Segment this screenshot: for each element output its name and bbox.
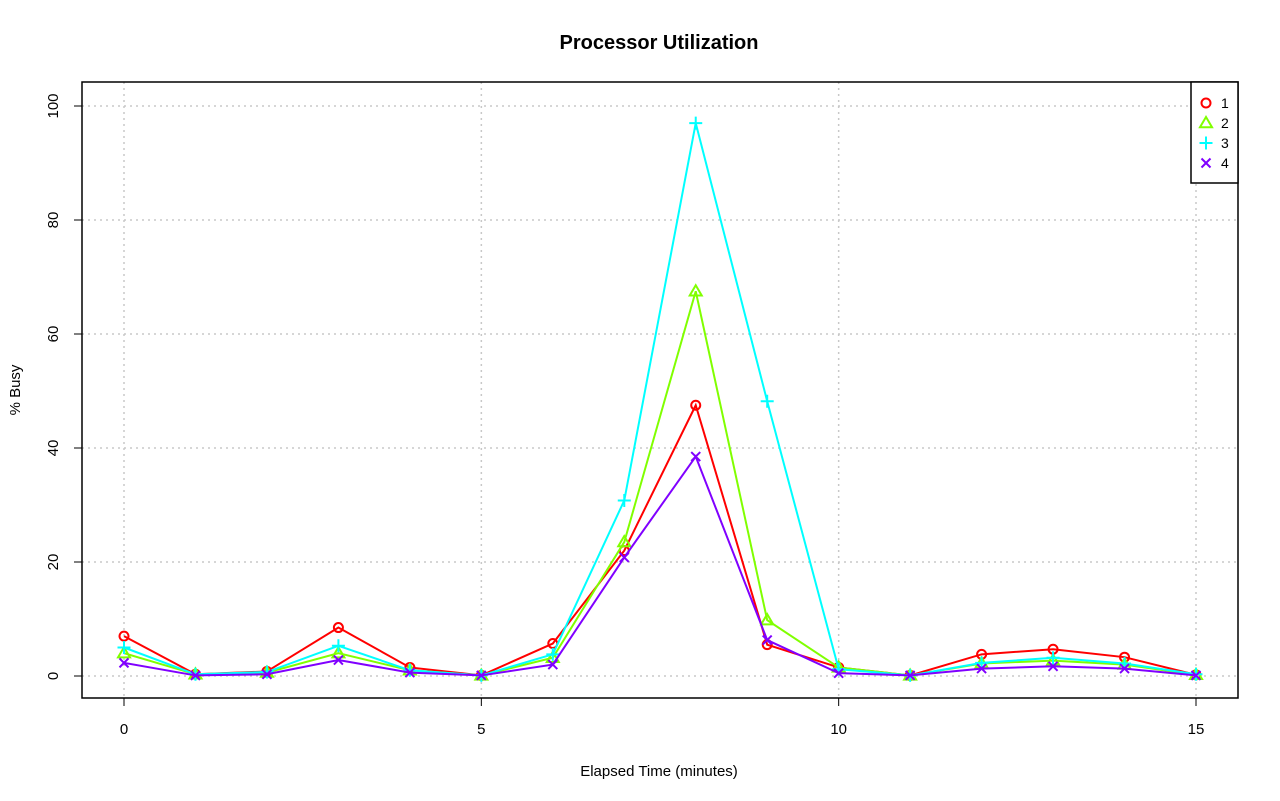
data-point (403, 663, 417, 677)
y-axis-label: % Busy (7, 364, 24, 415)
y-tick-label: 100 (45, 93, 62, 118)
chart-title: Processor Utilization (560, 32, 759, 54)
grid (82, 82, 1238, 698)
data-point (760, 394, 774, 408)
data-point (1045, 652, 1061, 666)
data-point (761, 634, 773, 646)
data-point (689, 116, 703, 130)
data-point (616, 534, 633, 548)
series-2 (116, 283, 1204, 681)
legend-box (1190, 81, 1239, 184)
data-point (118, 630, 130, 642)
data-point (976, 663, 987, 674)
y-tick-label: 0 (45, 672, 62, 680)
series-4 (118, 451, 1202, 681)
series-line (123, 122, 1197, 677)
data-point (1047, 661, 1059, 672)
data-point (261, 669, 273, 680)
data-point (116, 645, 132, 659)
data-point (690, 399, 702, 411)
data-point (476, 670, 487, 681)
data-point (331, 639, 345, 653)
legend-marker (1200, 157, 1212, 169)
y-axis: 0 20 40 60 80 100 (45, 93, 82, 680)
data-point (547, 659, 559, 670)
series-layer (116, 116, 1204, 682)
x-tick-label: 0 (120, 721, 128, 738)
legend-label: 4 (1221, 155, 1229, 171)
x-axis-label: Elapsed Time (minutes) (580, 763, 738, 780)
y-tick-label: 60 (45, 326, 62, 343)
data-point (1046, 651, 1060, 665)
legend-marker (1199, 136, 1213, 150)
y-tick-label: 40 (45, 440, 62, 457)
data-point (404, 667, 416, 678)
series-line (123, 402, 1197, 677)
data-point (687, 283, 704, 297)
data-point (833, 667, 844, 679)
y-tick-label: 20 (45, 554, 62, 571)
data-point (690, 451, 701, 462)
data-point (619, 552, 630, 563)
data-point (190, 670, 201, 681)
x-axis: 0 5 10 15 (120, 697, 1205, 738)
series-line (123, 454, 1197, 677)
plot-frame (81, 81, 1239, 699)
data-point (330, 645, 347, 659)
data-point (1119, 663, 1130, 674)
data-point (260, 665, 274, 679)
x-tick-label: 10 (830, 721, 847, 738)
series-1 (118, 399, 1202, 681)
data-point (118, 657, 130, 669)
legend-label: 3 (1221, 135, 1229, 151)
legend-marker (1200, 97, 1212, 109)
data-point (904, 670, 916, 681)
series-3 (117, 116, 1203, 682)
data-point (617, 493, 631, 507)
data-point (545, 649, 561, 663)
data-point (1190, 670, 1202, 681)
y-tick-label: 80 (45, 212, 62, 229)
legend: 1 2 3 4 (1190, 81, 1239, 184)
legend-label: 2 (1221, 115, 1229, 131)
legend-marker (1198, 115, 1214, 129)
data-point (333, 654, 344, 666)
data-point (759, 612, 775, 626)
data-point (332, 622, 344, 634)
x-tick-label: 5 (477, 721, 485, 738)
x-tick-label: 15 (1188, 721, 1205, 738)
data-point (546, 647, 560, 661)
legend-label: 1 (1221, 95, 1229, 111)
series-line (123, 290, 1197, 677)
data-point (117, 641, 131, 654)
